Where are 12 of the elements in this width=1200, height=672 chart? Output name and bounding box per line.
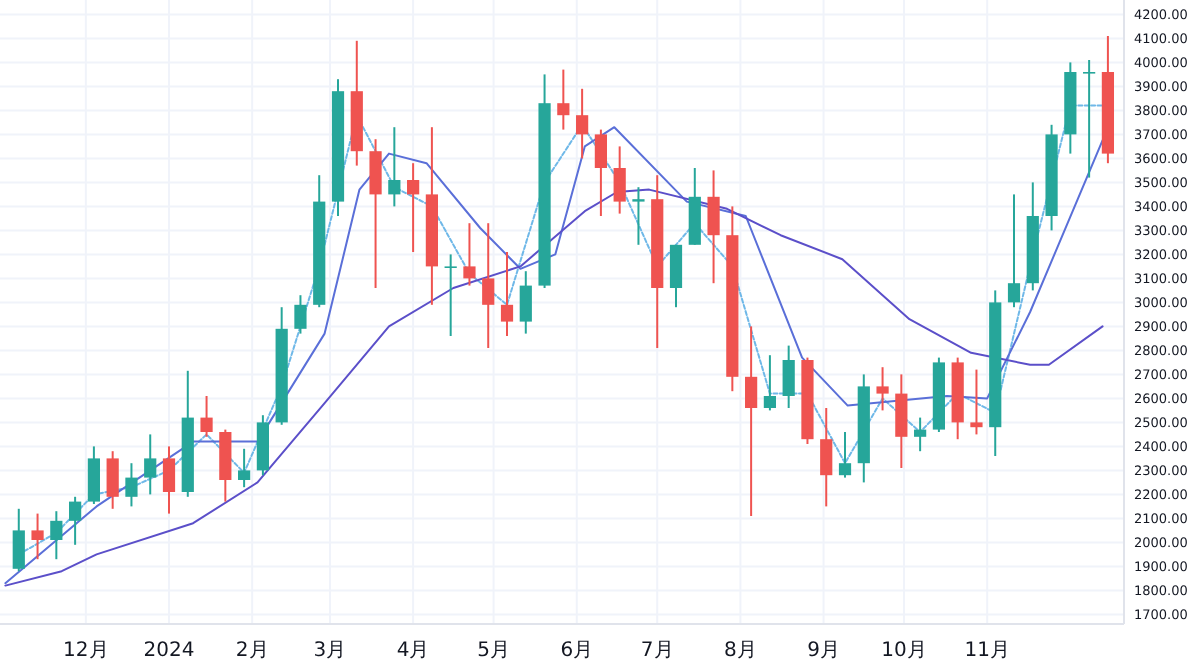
x-tick-label: 8月 (724, 640, 757, 662)
x-tick-label: 4月 (396, 640, 430, 662)
x-tick-label: 6月 (560, 640, 594, 662)
x-tick-label: 3月 (313, 640, 347, 662)
x-tick-label: 5月 (477, 640, 510, 662)
x-tick-label: 12月 (63, 640, 109, 662)
x-tick-label: 2月 (235, 640, 269, 662)
x-tick-label: 9月 (807, 640, 840, 662)
x-tick-label: 10月 (881, 640, 927, 662)
x-tick-label: 7月 (640, 640, 674, 662)
x-tick-label: 2024 (143, 640, 195, 662)
x-tick-label: 11月 (964, 640, 1010, 662)
